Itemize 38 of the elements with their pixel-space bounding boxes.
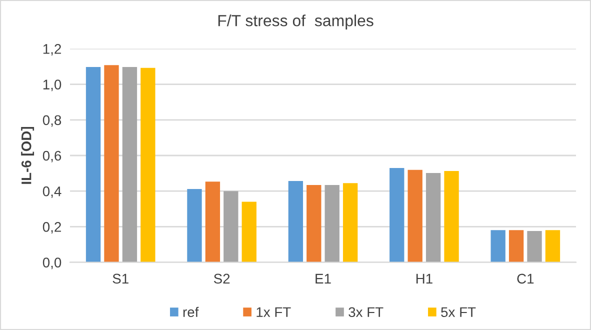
y-axis-title: IL-6 [OD] [21,126,34,184]
bar [527,230,542,262]
y-tick-label: 0,2 [42,222,61,234]
bar [508,230,524,262]
bar [224,191,238,262]
bar [140,68,156,262]
y-tick-label: 0,6 [42,150,62,162]
bar [324,185,340,262]
bar [390,168,404,262]
bar [444,170,459,262]
bar [306,185,322,262]
y-tick-label: 0,4 [42,186,62,198]
bar [122,67,138,262]
x-tick-label: S2 [214,274,230,284]
bar [288,180,304,262]
bar [86,67,101,262]
y-tick-label: 1,2 [43,44,61,56]
bar [342,183,358,262]
bar [187,188,202,262]
bar [426,172,441,262]
y-tick-label: 1,0 [43,80,62,92]
y-tick-label: 0,8 [42,115,62,127]
y-tick-label: 0,0 [42,258,62,270]
legend-label: 5x FT [441,307,476,318]
bar [490,230,506,262]
legend-label: 1x FT [256,307,291,317]
bar [205,182,220,262]
legend-label: 3x FT [348,307,384,318]
x-tick-label: C1 [517,274,534,284]
legend-label: ref [183,306,199,318]
bar [408,170,422,262]
bar [545,230,560,262]
bar [104,65,119,262]
x-tick-label: S1 [112,274,128,284]
x-tick-label: E1 [316,274,331,284]
x-tick-label: H1 [416,274,432,284]
bar [242,202,256,262]
chart-title: F/T stress of samples [218,14,374,30]
